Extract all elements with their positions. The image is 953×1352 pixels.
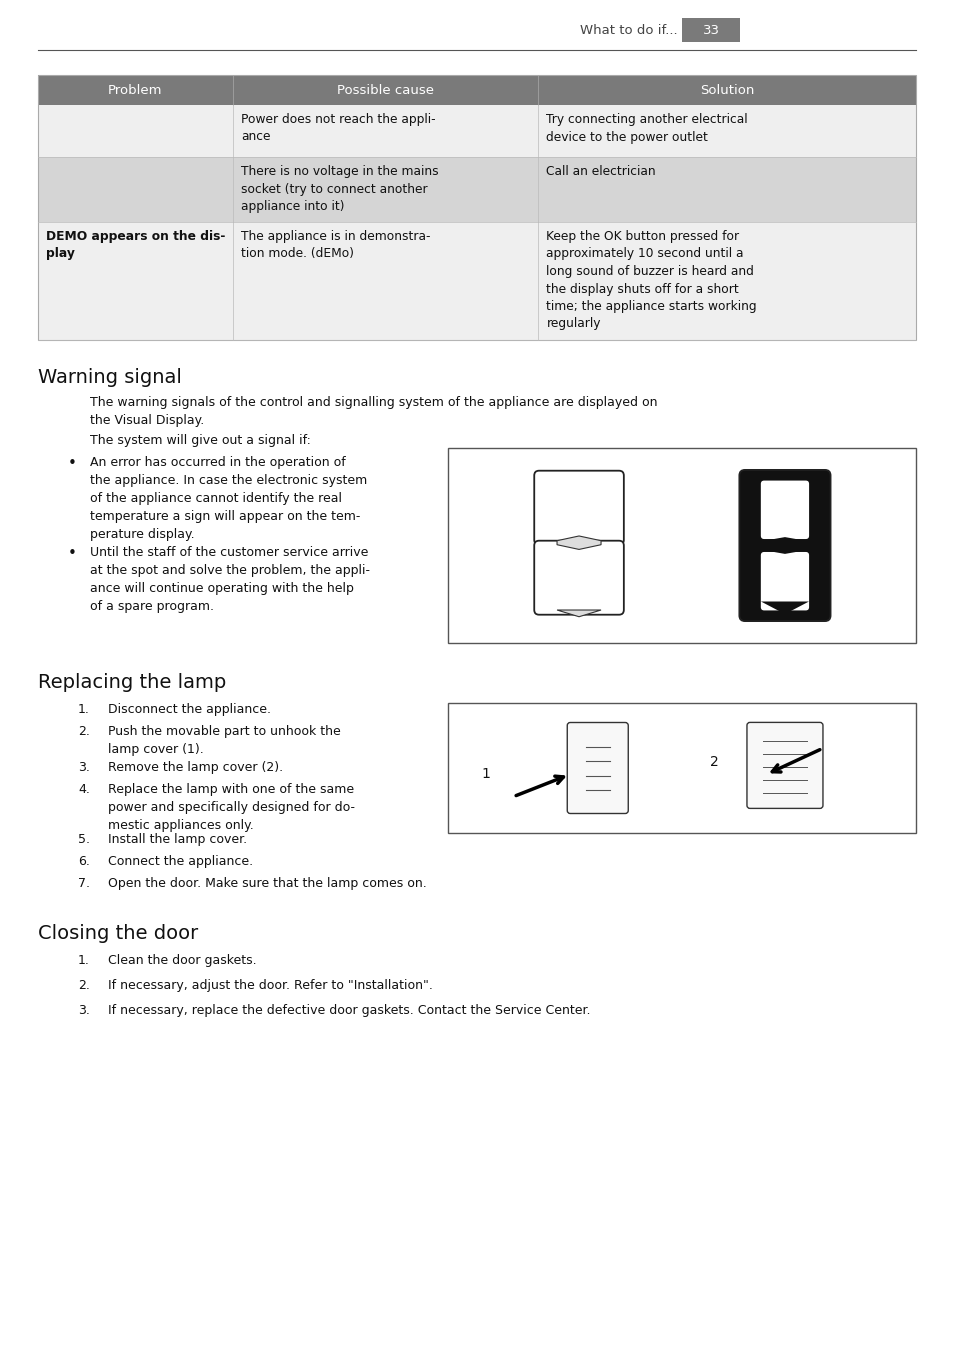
Text: Call an electrician: Call an electrician [546,165,656,178]
Text: •: • [68,456,76,470]
Text: There is no voltage in the mains
socket (try to connect another
appliance into i: There is no voltage in the mains socket … [241,165,438,214]
Text: 1.: 1. [78,703,90,717]
Polygon shape [760,602,808,614]
Text: 7.: 7. [78,877,90,890]
FancyBboxPatch shape [448,448,915,644]
FancyBboxPatch shape [681,18,740,42]
Text: 1.: 1. [78,955,90,967]
Polygon shape [557,535,600,549]
Text: Keep the OK button pressed for
approximately 10 second until a
long sound of buz: Keep the OK button pressed for approxima… [546,230,757,330]
FancyBboxPatch shape [534,541,623,615]
Text: 6.: 6. [78,854,90,868]
Text: Install the lamp cover.: Install the lamp cover. [108,833,247,846]
Text: 3.: 3. [78,1005,90,1017]
Text: •: • [68,546,76,561]
Text: 2.: 2. [78,725,90,738]
Text: Closing the door: Closing the door [38,923,198,942]
FancyBboxPatch shape [448,703,915,833]
FancyBboxPatch shape [760,480,808,539]
Text: 33: 33 [701,23,719,37]
Text: 2.: 2. [78,979,90,992]
FancyBboxPatch shape [38,74,915,105]
Polygon shape [557,610,600,617]
Text: Problem: Problem [108,84,163,96]
Text: Try connecting another electrical
device to the power outlet: Try connecting another electrical device… [546,114,747,143]
Text: An error has occurred in the operation of
the appliance. In case the electronic : An error has occurred in the operation o… [90,456,367,541]
Text: Warning signal: Warning signal [38,368,182,387]
Text: What to do if...: What to do if... [579,23,678,37]
Text: Disconnect the appliance.: Disconnect the appliance. [108,703,271,717]
Text: 3.: 3. [78,761,90,773]
Text: Replace the lamp with one of the same
power and specifically designed for do-
me: Replace the lamp with one of the same po… [108,783,355,831]
Text: Solution: Solution [700,84,754,96]
FancyBboxPatch shape [38,157,915,222]
FancyBboxPatch shape [534,470,623,545]
Text: Open the door. Make sure that the lamp comes on.: Open the door. Make sure that the lamp c… [108,877,426,890]
FancyBboxPatch shape [38,105,915,157]
Text: Until the staff of the customer service arrive
at the spot and solve the problem: Until the staff of the customer service … [90,546,370,612]
Text: If necessary, replace the defective door gaskets. Contact the Service Center.: If necessary, replace the defective door… [108,1005,590,1017]
Polygon shape [760,537,808,554]
FancyBboxPatch shape [739,470,830,621]
Text: Power does not reach the appli-
ance: Power does not reach the appli- ance [241,114,436,143]
Text: 1: 1 [480,768,489,781]
Text: The system will give out a signal if:: The system will give out a signal if: [90,434,311,448]
Text: 2: 2 [710,754,719,768]
Text: The warning signals of the control and signalling system of the appliance are di: The warning signals of the control and s… [90,396,657,427]
Text: Replacing the lamp: Replacing the lamp [38,673,226,692]
FancyBboxPatch shape [746,722,822,808]
Text: Clean the door gaskets.: Clean the door gaskets. [108,955,256,967]
Text: Connect the appliance.: Connect the appliance. [108,854,253,868]
Text: 5.: 5. [78,833,90,846]
Text: Push the movable part to unhook the
lamp cover (1).: Push the movable part to unhook the lamp… [108,725,340,756]
Text: 4.: 4. [78,783,90,796]
Text: The appliance is in demonstra-
tion mode. (dEMo): The appliance is in demonstra- tion mode… [241,230,430,261]
Text: DEMO appears on the dis-
play: DEMO appears on the dis- play [46,230,225,261]
FancyBboxPatch shape [760,552,808,611]
FancyBboxPatch shape [38,222,915,339]
Text: Remove the lamp cover (2).: Remove the lamp cover (2). [108,761,283,773]
Text: Possible cause: Possible cause [336,84,434,96]
FancyBboxPatch shape [567,722,628,814]
Text: If necessary, adjust the door. Refer to "Installation".: If necessary, adjust the door. Refer to … [108,979,433,992]
